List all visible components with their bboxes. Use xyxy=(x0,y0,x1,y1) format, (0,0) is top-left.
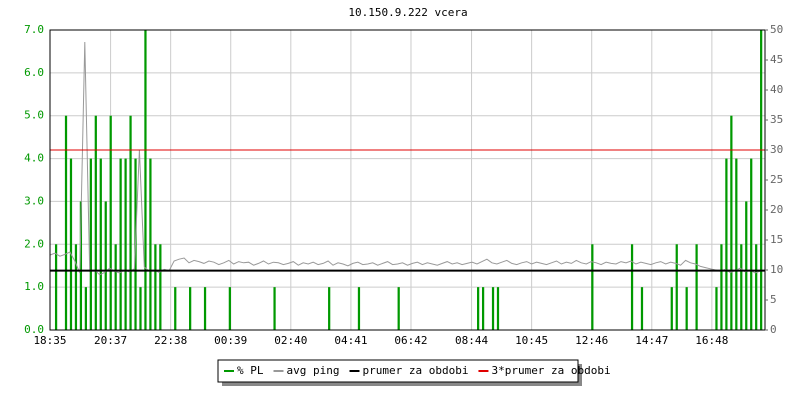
pl-bar xyxy=(496,287,500,330)
pl-bar xyxy=(99,158,102,330)
y2-tick-label: 35 xyxy=(770,113,783,126)
pl-bar xyxy=(124,158,127,330)
x-tick-label: 00:39 xyxy=(214,334,247,347)
y2-tick-label: 50 xyxy=(770,23,783,36)
pl-bar xyxy=(730,115,733,330)
chart-title: 10.150.9.222 vcera xyxy=(348,6,467,19)
pl-bar xyxy=(725,158,728,330)
pl-bar xyxy=(104,201,107,330)
pl-bar xyxy=(397,287,400,330)
pl-bar xyxy=(69,158,73,330)
y2-tick-label: 15 xyxy=(770,233,783,246)
x-tick-label: 08:44 xyxy=(455,334,488,347)
pl-bar xyxy=(94,115,97,330)
pl-bar xyxy=(273,287,276,330)
pl-bar xyxy=(159,244,162,330)
x-tick-label: 14:47 xyxy=(635,334,668,347)
y2-tick-label: 40 xyxy=(770,83,783,96)
pl-bar xyxy=(79,201,83,330)
y-tick-label: 5.0 xyxy=(24,109,44,122)
x-tick-label: 04:41 xyxy=(334,334,367,347)
x-tick-label: 12:46 xyxy=(575,334,608,347)
pl-bar xyxy=(328,287,331,330)
pl-bar xyxy=(695,244,698,330)
pl-bar xyxy=(630,244,634,330)
y-tick-label: 2.0 xyxy=(24,237,44,250)
pl-bar xyxy=(119,158,122,330)
pl-bar xyxy=(735,158,738,330)
pl-bar xyxy=(54,244,58,330)
y2-tick-label: 30 xyxy=(770,143,783,156)
legend-label: 3*prumer za obdobi xyxy=(491,364,610,377)
legend-label: avg ping xyxy=(287,364,340,377)
pl-bar xyxy=(154,244,157,330)
pl-bar xyxy=(149,158,152,330)
pl-bar xyxy=(750,158,753,330)
legend: % PL avg ping prumer za obdobi 3*prumer za … xyxy=(224,364,611,377)
pl-bar xyxy=(114,244,117,330)
y2-tick-label: 10 xyxy=(770,263,783,276)
x-tick-label: 20:37 xyxy=(94,334,127,347)
y2-tick-label: 5 xyxy=(770,293,777,306)
pl-bar xyxy=(755,244,758,330)
y-tick-label: 0.0 xyxy=(24,323,44,336)
x-tick-label: 02:40 xyxy=(274,334,307,347)
pl-bar xyxy=(640,287,644,330)
pl-bar xyxy=(491,287,495,330)
pl-bar xyxy=(109,115,112,330)
pl-bar xyxy=(129,115,132,330)
pl-bar xyxy=(720,244,723,330)
pl-bar xyxy=(189,287,192,330)
pl-bar xyxy=(203,287,207,330)
x-tick-label: 06:42 xyxy=(394,334,427,347)
legend-box xyxy=(217,359,579,383)
y-tick-label: 6.0 xyxy=(24,66,44,79)
y2-tick-label: 25 xyxy=(770,173,783,186)
legend-label: % PL xyxy=(237,364,264,377)
marks xyxy=(49,30,765,330)
pl-bar xyxy=(675,244,678,330)
x-tick-label: 18:35 xyxy=(33,334,66,347)
x-tick-label: 10:45 xyxy=(515,334,548,347)
pl-bar xyxy=(740,244,743,330)
pl-bar xyxy=(745,201,748,330)
pl-bar xyxy=(144,30,147,330)
legend-label: prumer za obdobi xyxy=(362,364,468,377)
pl-bar xyxy=(228,287,231,330)
pl-bar xyxy=(591,244,594,330)
y-tick-label: 4.0 xyxy=(24,152,44,165)
pl-bar xyxy=(685,287,688,330)
pl-bar xyxy=(64,115,68,330)
pl-bar xyxy=(89,158,92,330)
pl-bar xyxy=(74,244,78,330)
x-tick-label: 16:48 xyxy=(695,334,728,347)
y2-tick-label: 45 xyxy=(770,53,783,66)
pl-bar xyxy=(715,287,718,330)
pl-bar xyxy=(477,287,480,330)
y2-tick-label: 20 xyxy=(770,203,783,216)
pl-bar xyxy=(84,287,87,330)
pl-bar xyxy=(357,287,361,330)
pl-bar xyxy=(174,287,177,330)
y2-tick-label: 0 xyxy=(770,323,777,336)
y-tick-label: 1.0 xyxy=(24,280,44,293)
pl-bar xyxy=(670,287,673,330)
pl-bar xyxy=(481,287,485,330)
y-tick-label: 3.0 xyxy=(24,194,44,207)
pl-bar xyxy=(139,287,142,330)
y-tick-label: 7.0 xyxy=(24,23,44,36)
x-tick-label: 22:38 xyxy=(154,334,187,347)
pl-bar xyxy=(760,30,763,330)
